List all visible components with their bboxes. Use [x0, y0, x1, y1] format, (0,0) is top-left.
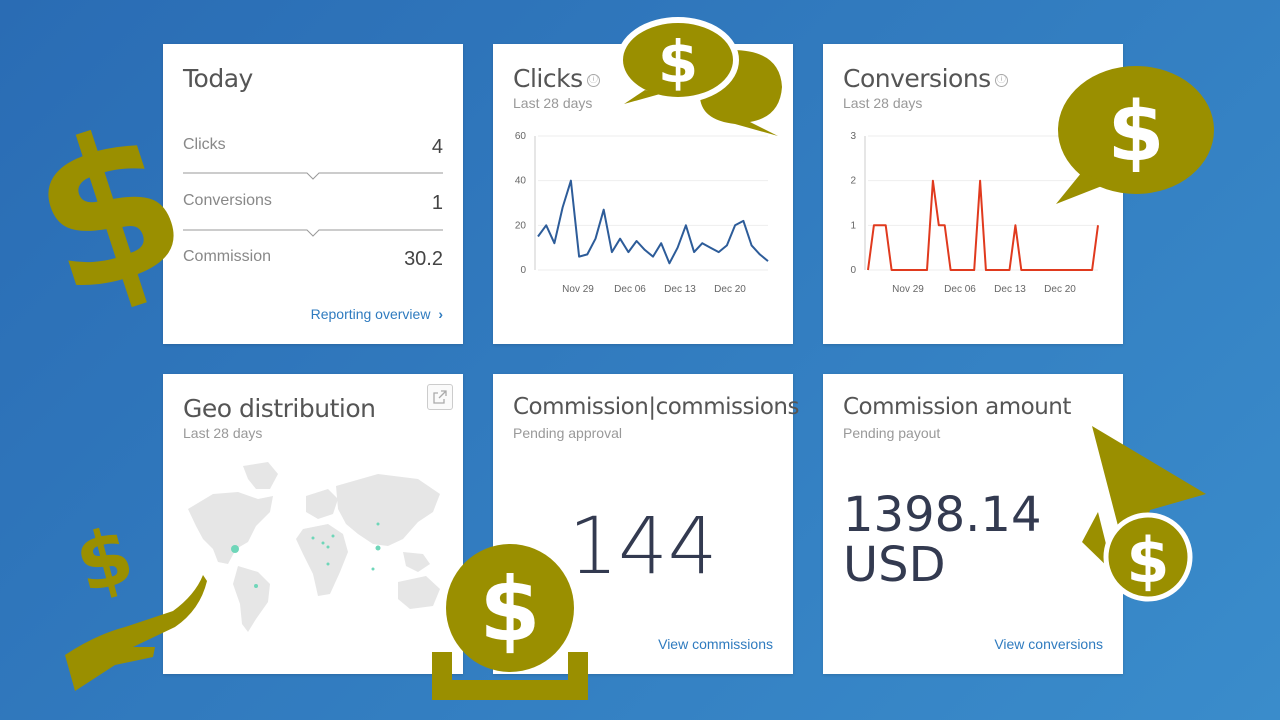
y-tick-label: 20 — [515, 220, 527, 231]
asia-shape — [336, 474, 440, 546]
clicks-chart: 0 20 40 60 Nov 29 Dec 06 Dec 13 Dec 20 — [515, 131, 769, 295]
conversions-subtitle: Last 28 days — [843, 95, 923, 111]
y-tick-label: 40 — [515, 176, 527, 187]
external-link-icon — [433, 390, 447, 404]
geo-dot — [321, 541, 325, 545]
today-card: Today Clicks 4 Conversions 1 Commission … — [163, 44, 463, 344]
greenland-shape — [243, 462, 278, 489]
reporting-overview-label: Reporting overview — [310, 306, 431, 322]
geo-dot — [331, 534, 335, 538]
commission-label: Commission — [183, 248, 272, 265]
divider — [183, 172, 443, 180]
chevron-right-icon: › — [438, 306, 443, 322]
divider — [183, 229, 443, 237]
south-america-shape — [233, 566, 270, 632]
conversions-row: Conversions 1 — [183, 192, 443, 214]
x-tick-label: Dec 20 — [714, 284, 746, 295]
x-tick-label: Dec 06 — [944, 284, 976, 295]
conversions-series-line — [867, 179, 1099, 271]
geo-dot — [326, 545, 330, 549]
y-tick-label: 0 — [850, 265, 856, 276]
svg-text:$: $ — [30, 115, 190, 310]
y-tick-label: 1 — [850, 220, 856, 231]
info-icon[interactable]: ⓘ — [586, 73, 600, 87]
conversions-chart: 0 1 2 3 Nov 29 Dec 06 Dec 13 Dec 20 — [850, 131, 1099, 295]
geo-dot — [326, 562, 330, 566]
commissions-title: Commission|commissions — [513, 394, 800, 420]
conversions-value: 1 — [431, 192, 443, 214]
x-tick-label: Nov 29 — [892, 284, 924, 295]
geo-title: Geo distribution — [183, 394, 376, 423]
clicks-title-text: Clicks — [513, 64, 583, 93]
geo-card: Geo distribution Last 28 days — [163, 374, 463, 674]
geo-dot — [254, 584, 258, 588]
coin-tray-icon: $ — [432, 544, 588, 700]
y-tick-label: 2 — [850, 176, 856, 187]
svg-text:$: $ — [658, 28, 698, 96]
africa-shape — [296, 524, 348, 596]
pending-payout-amount: 1398.14 USD — [843, 490, 1042, 590]
geo-dot — [231, 545, 239, 553]
expand-button[interactable] — [427, 384, 453, 410]
view-commissions-link[interactable]: View commissions — [658, 636, 773, 652]
commissions-subtitle: Pending approval — [513, 425, 622, 441]
svg-text:$: $ — [67, 515, 143, 611]
commission-value: 30.2 — [404, 248, 443, 270]
clicks-title: Clicks ⓘ — [513, 64, 600, 93]
commission-amount-card: Commission amount Pending payout 1398.14… — [823, 374, 1123, 674]
dollar-sign-icon: $ — [30, 115, 190, 310]
conversions-title-text: Conversions — [843, 64, 991, 93]
speech-bubble-dollar-icon: $ — [1056, 66, 1214, 204]
y-tick-label: 3 — [850, 131, 856, 142]
x-tick-label: Dec 20 — [1044, 284, 1076, 295]
payout-value: 1398.14 — [843, 487, 1042, 543]
view-conversions-link[interactable]: View conversions — [994, 636, 1103, 652]
clicks-value: 4 — [431, 136, 443, 158]
clicks-series-line — [537, 179, 769, 265]
geo-dot — [376, 522, 380, 526]
reporting-overview-link[interactable]: Reporting overview › — [311, 306, 443, 322]
conversions-label: Conversions — [183, 192, 272, 209]
commission-row: Commission 30.2 — [183, 248, 443, 270]
svg-text:$: $ — [1126, 524, 1169, 597]
pending-commissions-count: 144 — [568, 502, 718, 592]
y-tick-label: 0 — [520, 265, 526, 276]
geo-dot — [375, 545, 381, 551]
x-tick-label: Dec 06 — [614, 284, 646, 295]
info-icon[interactable]: ⓘ — [994, 73, 1008, 87]
y-tick-label: 60 — [515, 131, 527, 142]
geo-dot — [311, 536, 315, 540]
clicks-subtitle: Last 28 days — [513, 95, 593, 111]
hand-dollar-icon: $ — [65, 515, 207, 691]
x-tick-label: Dec 13 — [664, 284, 696, 295]
world-map — [188, 462, 440, 632]
svg-text:$: $ — [1107, 85, 1164, 180]
commission-amount-title: Commission amount — [843, 394, 1071, 420]
x-tick-label: Nov 29 — [562, 284, 594, 295]
geo-subtitle: Last 28 days — [183, 425, 263, 441]
clicks-label: Clicks — [183, 136, 226, 153]
indonesia-shape — [403, 552, 430, 572]
svg-text:$: $ — [479, 558, 540, 661]
north-america-shape — [188, 492, 273, 564]
clicks-row: Clicks 4 — [183, 136, 443, 158]
today-title: Today — [183, 64, 253, 93]
x-tick-label: Dec 13 — [994, 284, 1026, 295]
payout-currency: USD — [843, 537, 946, 593]
cursor-dollar-icon: $ — [1082, 426, 1206, 602]
europe-shape — [306, 489, 338, 519]
australia-shape — [398, 576, 440, 609]
geo-dot — [371, 567, 375, 571]
speech-bubble-dollar-icon: $ — [620, 17, 782, 136]
commission-amount-subtitle: Pending payout — [843, 425, 941, 441]
conversions-title: Conversions ⓘ — [843, 64, 1008, 93]
